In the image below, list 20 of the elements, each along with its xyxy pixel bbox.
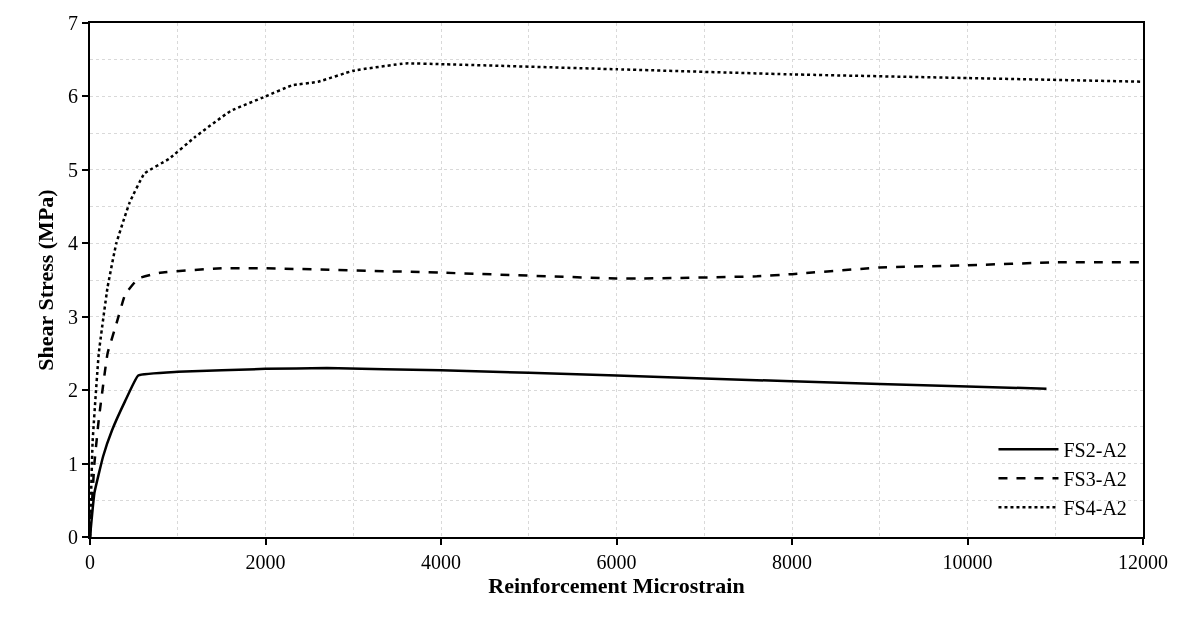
x-tick-label: 6000 [596, 551, 637, 573]
legend-label: FS4-A2 [1063, 497, 1127, 520]
x-axis-title: Reinforcement Microstrain [488, 573, 745, 598]
x-tick-label: 10000 [942, 551, 993, 573]
x-tick-label: 12000 [1118, 551, 1168, 573]
y-tick-label: 7 [68, 12, 78, 34]
y-tick-label: 6 [68, 85, 78, 108]
y-tick-label: 0 [68, 526, 78, 548]
y-tick-label: 4 [68, 232, 78, 255]
x-tick-label: 0 [85, 551, 95, 573]
y-tick-label: 2 [68, 379, 78, 402]
y-tick-label: 1 [68, 452, 78, 475]
legend-label: FS3-A2 [1063, 468, 1127, 491]
legend-label: FS2-A2 [1063, 439, 1127, 462]
y-tick-label: 3 [68, 305, 78, 328]
x-tick-label: 8000 [772, 551, 812, 573]
x-tick-label: 2000 [245, 551, 286, 573]
x-tick-label: 4000 [421, 551, 461, 573]
y-tick-label: 5 [68, 158, 78, 181]
y-axis-title: Shear Stress (MPa) [33, 189, 59, 371]
